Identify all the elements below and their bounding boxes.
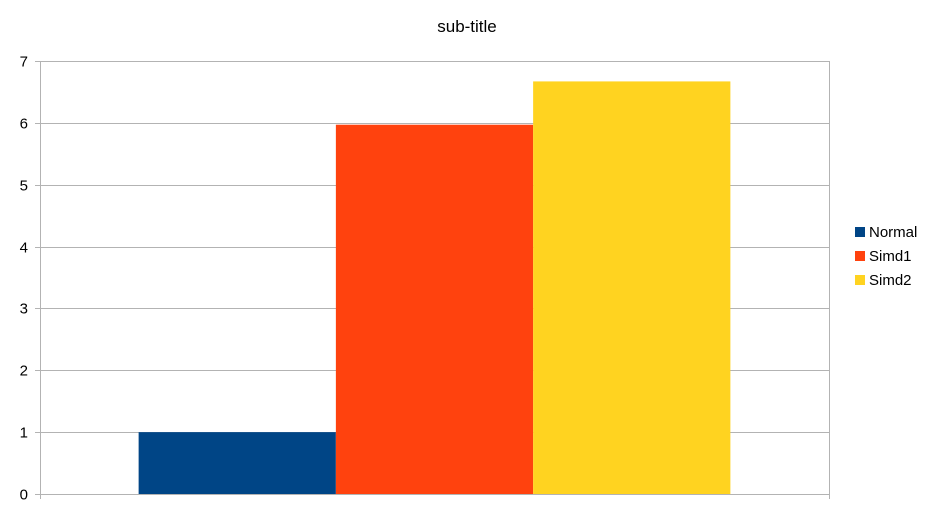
y-tick-label-0: 0 bbox=[20, 487, 28, 504]
legend: Normal Simd1 Simd2 bbox=[855, 224, 917, 289]
y-axis-ticks: 0 1 2 3 4 5 6 7 bbox=[20, 54, 28, 504]
legend-swatch-normal bbox=[855, 227, 865, 237]
axes bbox=[35, 61, 830, 499]
legend-swatch-simd1 bbox=[855, 251, 865, 261]
y-tick-label-1: 1 bbox=[20, 425, 28, 442]
bar-simd2 bbox=[533, 81, 731, 495]
bar-simd1 bbox=[335, 124, 534, 494]
legend-swatch-simd2 bbox=[855, 275, 865, 285]
legend-label-normal: Normal bbox=[869, 224, 917, 241]
legend-label-simd2: Simd2 bbox=[869, 272, 912, 289]
y-tick-label-5: 5 bbox=[20, 178, 28, 195]
legend-label-simd1: Simd1 bbox=[869, 248, 912, 265]
y-tick-label-4: 4 bbox=[20, 240, 28, 257]
y-tick-label-7: 7 bbox=[20, 54, 28, 71]
y-tick-label-6: 6 bbox=[20, 116, 28, 133]
y-tick-label-2: 2 bbox=[20, 363, 28, 380]
y-tick-label-3: 3 bbox=[20, 301, 28, 318]
bars bbox=[138, 81, 731, 495]
bar-normal bbox=[138, 432, 336, 494]
chart-title: sub-title bbox=[437, 17, 497, 36]
